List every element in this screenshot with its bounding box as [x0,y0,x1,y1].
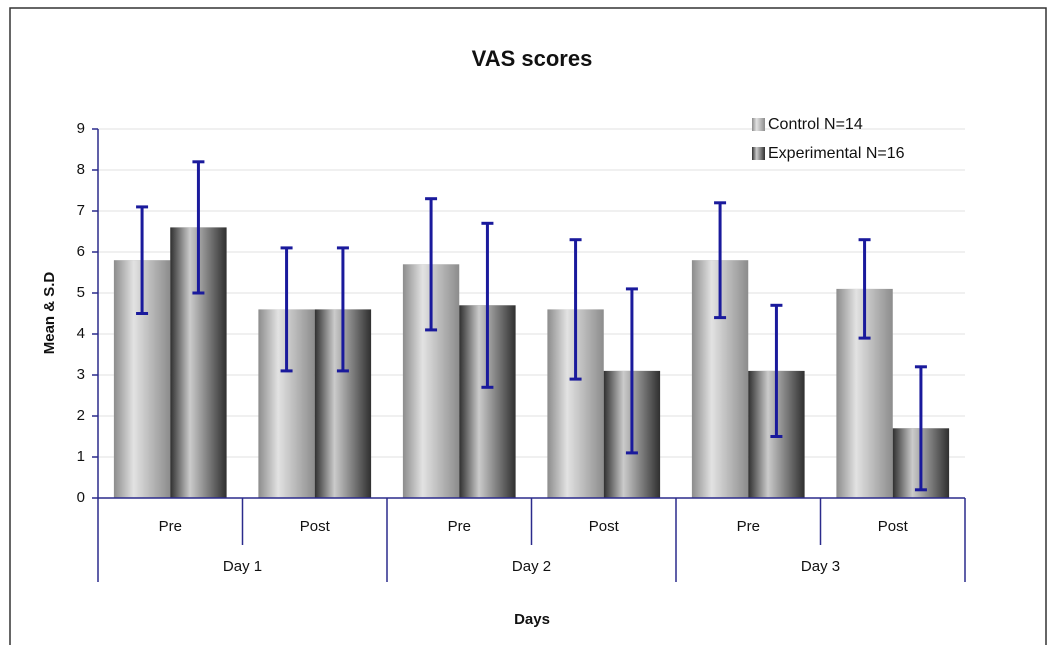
y-tick-label: 0 [77,489,85,506]
legend-swatch-shade [752,118,765,131]
x-tick-label: Pre [737,518,760,535]
y-axis-label: Mean & S.D [41,272,58,355]
group-label: Day 1 [223,558,262,575]
chart-title: VAS scores [472,46,593,71]
legend-label: Control N=14 [768,116,863,133]
x-tick-label: Pre [159,518,182,535]
y-tick-label: 8 [77,161,85,178]
x-tick-label: Post [300,518,331,535]
legend-label: Experimental N=16 [768,145,905,162]
x-tick-label: Post [878,518,909,535]
group-label: Day 3 [801,558,840,575]
y-tick-label: 9 [77,120,85,137]
legend-swatch-shade [752,147,765,160]
y-tick-label: 3 [77,366,85,383]
y-tick-label: 1 [77,448,85,465]
y-tick-label: 6 [77,243,85,260]
x-tick-label: Pre [448,518,471,535]
group-label: Day 2 [512,558,551,575]
y-tick-label: 7 [77,202,85,219]
y-tick-label: 4 [77,325,85,342]
frame [9,7,1047,645]
y-tick-label: 2 [77,407,85,424]
x-axis-label: Days [514,611,550,628]
y-tick-label: 5 [77,284,85,301]
x-tick-label: Post [589,518,620,535]
